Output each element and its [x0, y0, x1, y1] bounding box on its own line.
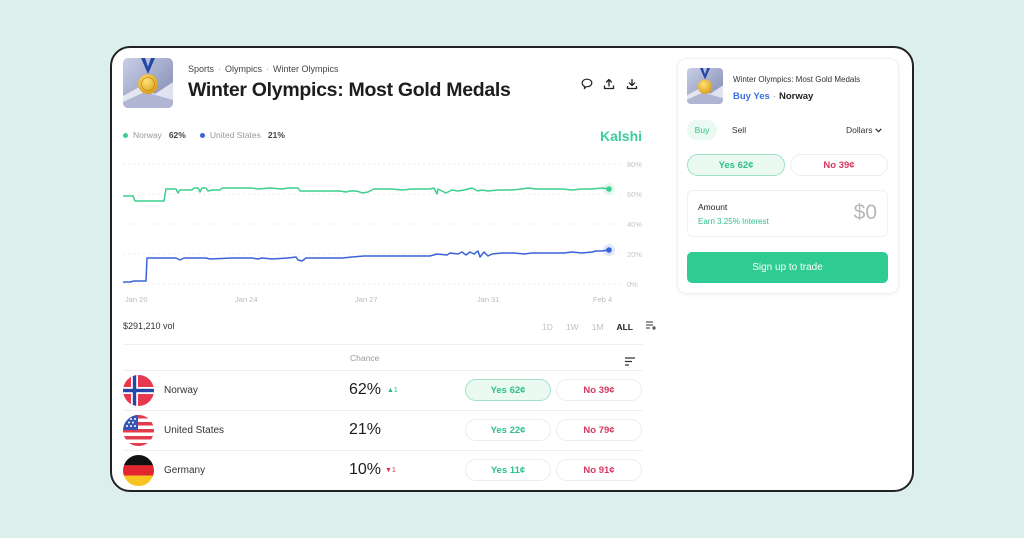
panel-no-button[interactable]: No 39¢	[790, 154, 888, 176]
norway-current-point	[606, 186, 612, 192]
share-button[interactable]	[601, 76, 617, 92]
svg-text:Jan 20: Jan 20	[125, 295, 148, 304]
breadcrumb-winter-olympics[interactable]: Winter Olympics	[273, 64, 339, 74]
outcome-chance: 10%	[349, 461, 382, 478]
interest-link[interactable]: Earn 3.25% Interest	[698, 217, 769, 226]
chance-delta-down: ▼1	[385, 467, 396, 474]
comment-button[interactable]	[579, 76, 595, 92]
trade-panel: Winter Olympics: Most Gold Medals Buy Ye…	[677, 58, 899, 294]
share-icon	[603, 78, 615, 90]
us-current-point	[606, 247, 612, 253]
market-thumbnail	[123, 58, 173, 108]
range-1w[interactable]: 1W	[565, 321, 579, 332]
sort-icon	[625, 357, 635, 366]
kalshi-logo: Kalshi	[600, 128, 643, 144]
x-axis-labels: Jan 20 Jan 24 Jan 27 Jan 31 Feb 4	[125, 295, 612, 304]
us-flag-icon	[123, 415, 154, 446]
tab-sell[interactable]: Sell	[731, 125, 747, 135]
tab-buy[interactable]: Buy	[687, 120, 717, 140]
range-selector: 1D 1W 1M ALL	[542, 321, 657, 332]
legend-item-norway: Norway 62%	[123, 130, 186, 140]
range-all[interactable]: ALL	[616, 321, 633, 332]
breadcrumb: Sports · Olympics · Winter Olympics	[188, 64, 339, 74]
panel-market-title: Winter Olympics: Most Gold Medals	[733, 75, 861, 84]
legend-dot-icon	[123, 132, 128, 138]
amount-value: $0	[853, 201, 877, 224]
svg-text:20%: 20%	[627, 250, 642, 259]
list-add-icon	[645, 321, 656, 330]
panel-market-thumbnail	[687, 68, 723, 104]
download-icon	[626, 78, 638, 90]
breadcrumb-olympics[interactable]: Olympics	[225, 64, 263, 74]
range-1m[interactable]: 1M	[591, 321, 604, 332]
svg-text:0%: 0%	[627, 280, 638, 289]
outcome-name: Germany	[164, 465, 206, 476]
outcome-row-germany[interactable]: Germany 10% ▼1 Yes 11¢ No 91¢	[123, 450, 643, 490]
panel-outcome: Norway	[778, 91, 814, 102]
no-button-norway[interactable]: No 39¢	[556, 379, 642, 401]
volume-label: $291,210 vol	[123, 321, 175, 331]
series-norway-line	[123, 187, 610, 202]
chevron-down-icon	[875, 127, 883, 133]
outcome-name: Norway	[164, 385, 198, 396]
amount-input[interactable]: Amount Earn 3.25% Interest $0	[687, 190, 888, 237]
svg-text:Feb 4: Feb 4	[593, 295, 612, 304]
sort-button[interactable]	[625, 353, 636, 371]
comment-icon	[581, 78, 593, 90]
svg-text:Jan 24: Jan 24	[235, 295, 258, 304]
panel-action: Buy Yes	[733, 91, 770, 102]
svg-text:Jan 27: Jan 27	[355, 295, 378, 304]
outcome-chance: 62%	[349, 381, 382, 398]
download-button[interactable]	[624, 76, 640, 92]
currency-dropdown[interactable]: Dollars	[846, 125, 883, 135]
outcome-row-united-states[interactable]: United States 21% Yes 22¢ No 79¢	[123, 410, 643, 450]
chart-settings-button[interactable]	[645, 321, 657, 332]
chance-column-header: Chance	[350, 353, 380, 363]
panel-yes-button[interactable]: Yes 62¢	[687, 154, 785, 176]
y-axis-labels: 80% 60% 40% 20% 0%	[627, 160, 642, 289]
chance-delta-up: ▲1	[387, 387, 398, 394]
breadcrumb-sports[interactable]: Sports	[188, 64, 215, 74]
svg-text:Jan 31: Jan 31	[477, 295, 500, 304]
range-1d[interactable]: 1D	[542, 321, 553, 332]
yes-button-norway[interactable]: Yes 62¢	[465, 379, 551, 401]
outcome-chance: 21%	[349, 421, 382, 438]
germany-flag-icon	[123, 455, 154, 486]
no-button-united-states[interactable]: No 79¢	[556, 419, 642, 441]
yes-button-united-states[interactable]: Yes 22¢	[465, 419, 551, 441]
series-united-states-line	[123, 249, 610, 283]
page-title: Winter Olympics: Most Gold Medals	[188, 79, 511, 101]
market-frame: Sports · Olympics · Winter Olympics Winter O…	[110, 46, 914, 492]
outcome-row-norway[interactable]: Norway 62% ▲1 Yes 62¢ No 39¢	[123, 370, 643, 410]
panel-selection: Buy Yes · Norway	[733, 91, 814, 102]
svg-text:40%: 40%	[627, 220, 642, 229]
no-button-germany[interactable]: No 91¢	[556, 459, 642, 481]
outcome-name: United States	[164, 425, 225, 436]
svg-text:60%: 60%	[627, 190, 642, 199]
amount-label: Amount	[698, 202, 728, 212]
sign-up-button[interactable]: Sign up to trade	[687, 252, 888, 283]
chart-legend: Norway 62% United States 21%	[123, 130, 285, 140]
divider	[123, 344, 643, 345]
price-chart[interactable]: 80% 60% 40% 20% 0% Jan 20 Jan 24 Jan 27 …	[112, 148, 672, 308]
svg-text:80%: 80%	[627, 160, 642, 169]
norway-flag-icon	[123, 375, 154, 406]
yes-button-germany[interactable]: Yes 11¢	[465, 459, 551, 481]
legend-item-united-states: United States 21%	[199, 130, 285, 140]
legend-dot-icon	[199, 132, 205, 138]
